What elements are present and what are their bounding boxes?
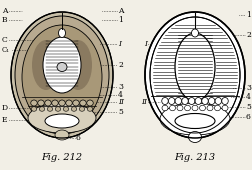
Text: 4: 4 <box>118 91 123 99</box>
Text: II: II <box>118 98 124 106</box>
Ellipse shape <box>145 12 245 138</box>
Ellipse shape <box>39 107 45 111</box>
Text: B: B <box>2 16 8 24</box>
Text: A: A <box>2 7 8 15</box>
Ellipse shape <box>38 100 44 106</box>
Text: 5: 5 <box>118 108 123 116</box>
Text: 2: 2 <box>246 31 251 39</box>
Ellipse shape <box>175 98 182 105</box>
Ellipse shape <box>31 100 37 106</box>
Ellipse shape <box>45 100 51 106</box>
Ellipse shape <box>222 98 228 105</box>
Ellipse shape <box>175 114 215 129</box>
Text: A: A <box>118 7 123 15</box>
Ellipse shape <box>182 98 188 105</box>
Ellipse shape <box>170 105 175 111</box>
Ellipse shape <box>11 12 113 138</box>
Ellipse shape <box>202 98 208 105</box>
Ellipse shape <box>150 17 240 133</box>
Ellipse shape <box>168 98 175 105</box>
Ellipse shape <box>71 107 77 111</box>
Text: II: II <box>141 98 147 106</box>
Text: 1: 1 <box>246 11 251 19</box>
Ellipse shape <box>43 37 81 93</box>
Ellipse shape <box>175 33 215 101</box>
Ellipse shape <box>58 29 66 38</box>
Text: 4: 4 <box>246 93 251 101</box>
Text: 6: 6 <box>246 113 251 121</box>
Ellipse shape <box>15 16 109 134</box>
Ellipse shape <box>32 40 60 90</box>
Ellipse shape <box>208 98 215 105</box>
Text: 5: 5 <box>246 103 251 111</box>
Ellipse shape <box>31 107 37 111</box>
Ellipse shape <box>64 40 92 90</box>
Text: Fig. 213: Fig. 213 <box>174 152 215 162</box>
Ellipse shape <box>162 98 168 105</box>
Text: I: I <box>118 40 121 48</box>
Ellipse shape <box>200 105 205 111</box>
Ellipse shape <box>207 105 213 111</box>
Ellipse shape <box>66 100 72 106</box>
Ellipse shape <box>45 114 79 128</box>
Ellipse shape <box>73 100 79 106</box>
Ellipse shape <box>87 107 93 111</box>
Ellipse shape <box>188 132 202 142</box>
Ellipse shape <box>177 105 183 111</box>
Ellipse shape <box>192 29 199 37</box>
Ellipse shape <box>162 105 168 111</box>
Text: E: E <box>2 116 8 124</box>
Ellipse shape <box>222 105 228 111</box>
Text: 1: 1 <box>118 16 123 24</box>
Text: I: I <box>144 40 147 48</box>
Ellipse shape <box>57 63 67 72</box>
Ellipse shape <box>192 105 198 111</box>
Text: 3: 3 <box>118 83 123 91</box>
Ellipse shape <box>59 100 65 106</box>
Text: 6: 6 <box>76 134 81 142</box>
Ellipse shape <box>188 98 195 105</box>
Text: 2: 2 <box>118 61 123 69</box>
Ellipse shape <box>55 130 69 140</box>
Ellipse shape <box>160 103 230 135</box>
Ellipse shape <box>52 100 58 106</box>
Ellipse shape <box>214 105 220 111</box>
Ellipse shape <box>55 107 61 111</box>
Ellipse shape <box>63 107 69 111</box>
Ellipse shape <box>215 98 222 105</box>
Ellipse shape <box>79 107 85 111</box>
Ellipse shape <box>80 100 86 106</box>
Ellipse shape <box>28 103 96 133</box>
Text: 3: 3 <box>246 84 251 92</box>
Ellipse shape <box>47 107 53 111</box>
Ellipse shape <box>184 105 191 111</box>
Text: C₁: C₁ <box>2 46 10 54</box>
Ellipse shape <box>195 98 202 105</box>
Text: C: C <box>2 36 8 44</box>
Ellipse shape <box>87 100 93 106</box>
Text: D: D <box>2 104 8 112</box>
Text: Fig. 212: Fig. 212 <box>41 152 83 162</box>
Ellipse shape <box>22 25 102 129</box>
